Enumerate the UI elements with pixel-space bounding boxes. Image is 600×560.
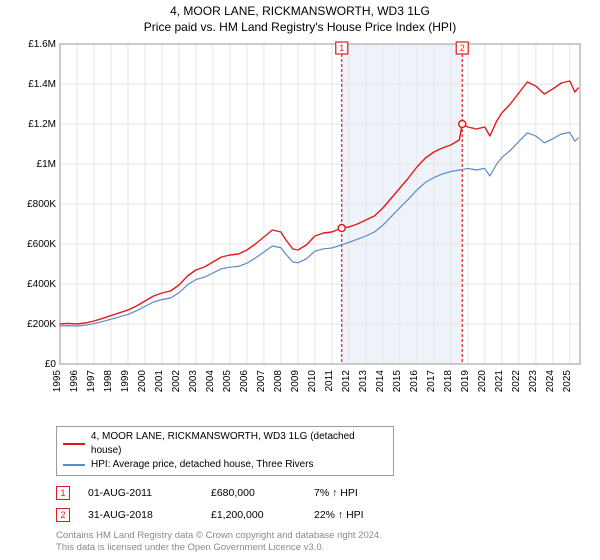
transaction-pct-vs-hpi: 7% ↑ HPI bbox=[314, 487, 404, 499]
x-tick-label: 2025 bbox=[562, 370, 573, 393]
y-tick-label: £800K bbox=[27, 199, 56, 210]
x-tick-label: 2005 bbox=[222, 370, 233, 393]
x-tick-label: 2019 bbox=[460, 370, 471, 393]
transaction-point bbox=[338, 225, 345, 232]
house-price-chart-container: 4, MOOR LANE, RICKMANSWORTH, WD3 1LG Pri… bbox=[0, 4, 600, 560]
x-tick-label: 2006 bbox=[239, 370, 250, 393]
x-tick-label: 2001 bbox=[154, 370, 165, 393]
x-tick-label: 1998 bbox=[103, 370, 114, 393]
legend-swatch bbox=[63, 464, 85, 466]
y-tick-label: £1.2M bbox=[28, 119, 56, 130]
legend: 4, MOOR LANE, RICKMANSWORTH, WD3 1LG (de… bbox=[56, 426, 394, 476]
y-tick-label: £1.4M bbox=[28, 79, 56, 90]
transaction-date: 31-AUG-2018 bbox=[88, 509, 193, 521]
footnote-line-2: This data is licensed under the Open Gov… bbox=[56, 542, 600, 554]
y-tick-label: £0 bbox=[45, 359, 57, 370]
transaction-pct-vs-hpi: 22% ↑ HPI bbox=[314, 509, 404, 521]
series-property bbox=[60, 81, 578, 324]
x-tick-label: 2020 bbox=[477, 370, 488, 393]
y-tick-label: £600K bbox=[27, 239, 56, 250]
x-tick-label: 1996 bbox=[69, 370, 80, 393]
chart-area: £0 £200K £400K £600K £800K £1M £1.2M £1.4M £1.6M… bbox=[16, 38, 584, 418]
x-tick-label: 2009 bbox=[290, 370, 301, 393]
x-tick-label: 2000 bbox=[137, 370, 148, 393]
footnote-line-1: Contains HM Land Registry data © Crown c… bbox=[56, 530, 600, 542]
transaction-row-marker: 2 bbox=[56, 508, 70, 522]
x-tick-label: 2017 bbox=[426, 370, 437, 393]
x-tick-label: 2014 bbox=[375, 370, 386, 393]
x-tick-label: 2010 bbox=[307, 370, 318, 393]
chart-title-address: 4, MOOR LANE, RICKMANSWORTH, WD3 1LG bbox=[0, 4, 600, 18]
x-tick-label: 2023 bbox=[528, 370, 539, 393]
legend-label: 4, MOOR LANE, RICKMANSWORTH, WD3 1LG (de… bbox=[91, 430, 387, 458]
transaction-marker-num: 2 bbox=[460, 43, 465, 53]
transaction-marker-num: 1 bbox=[339, 43, 344, 53]
transaction-price: £1,200,000 bbox=[211, 509, 296, 521]
legend-label: HPI: Average price, detached house, Thre… bbox=[91, 458, 314, 472]
y-tick-label: £1M bbox=[37, 159, 56, 170]
x-tick-label: 2013 bbox=[358, 370, 369, 393]
transaction-row: 1 01-AUG-2011 £680,000 7% ↑ HPI bbox=[56, 486, 600, 500]
x-tick-label: 2011 bbox=[324, 370, 335, 392]
x-tick-label: 2021 bbox=[494, 370, 505, 393]
x-tick-label: 2022 bbox=[511, 370, 522, 393]
legend-swatch bbox=[63, 443, 85, 445]
y-tick-label: £1.6M bbox=[28, 39, 56, 50]
legend-item: 4, MOOR LANE, RICKMANSWORTH, WD3 1LG (de… bbox=[63, 430, 387, 458]
transaction-row: 2 31-AUG-2018 £1,200,000 22% ↑ HPI bbox=[56, 508, 600, 522]
x-tick-label: 2007 bbox=[256, 370, 267, 393]
y-tick-label: £400K bbox=[27, 279, 56, 290]
transaction-row-marker: 1 bbox=[56, 486, 70, 500]
x-tick-label: 2016 bbox=[409, 370, 420, 393]
transaction-point bbox=[459, 121, 466, 128]
x-tick-label: 2012 bbox=[341, 370, 352, 393]
x-tick-label: 2003 bbox=[188, 370, 199, 393]
transaction-date: 01-AUG-2011 bbox=[88, 487, 193, 499]
series-hpi bbox=[60, 132, 578, 326]
footnote: Contains HM Land Registry data © Crown c… bbox=[56, 530, 600, 554]
y-tick-label: £200K bbox=[27, 319, 56, 330]
x-tick-label: 2004 bbox=[205, 370, 216, 393]
legend-item: HPI: Average price, detached house, Thre… bbox=[63, 458, 387, 472]
transaction-price: £680,000 bbox=[211, 487, 296, 499]
transactions-table: 1 01-AUG-2011 £680,000 7% ↑ HPI 2 31-AUG-2018… bbox=[56, 486, 600, 522]
x-tick-label: 1995 bbox=[52, 370, 63, 393]
x-tick-label: 1997 bbox=[86, 370, 97, 393]
chart-title-sub: Price paid vs. HM Land Registry's House … bbox=[0, 20, 600, 34]
x-tick-label: 2018 bbox=[443, 370, 454, 393]
x-tick-label: 1999 bbox=[120, 370, 131, 393]
x-tick-label: 2002 bbox=[171, 370, 182, 393]
x-tick-label: 2024 bbox=[545, 370, 556, 393]
line-chart-svg: £0 £200K £400K £600K £800K £1M £1.2M £1.4M £1.6M… bbox=[16, 38, 584, 418]
x-tick-label: 2008 bbox=[273, 370, 284, 393]
x-tick-label: 2015 bbox=[392, 370, 403, 393]
